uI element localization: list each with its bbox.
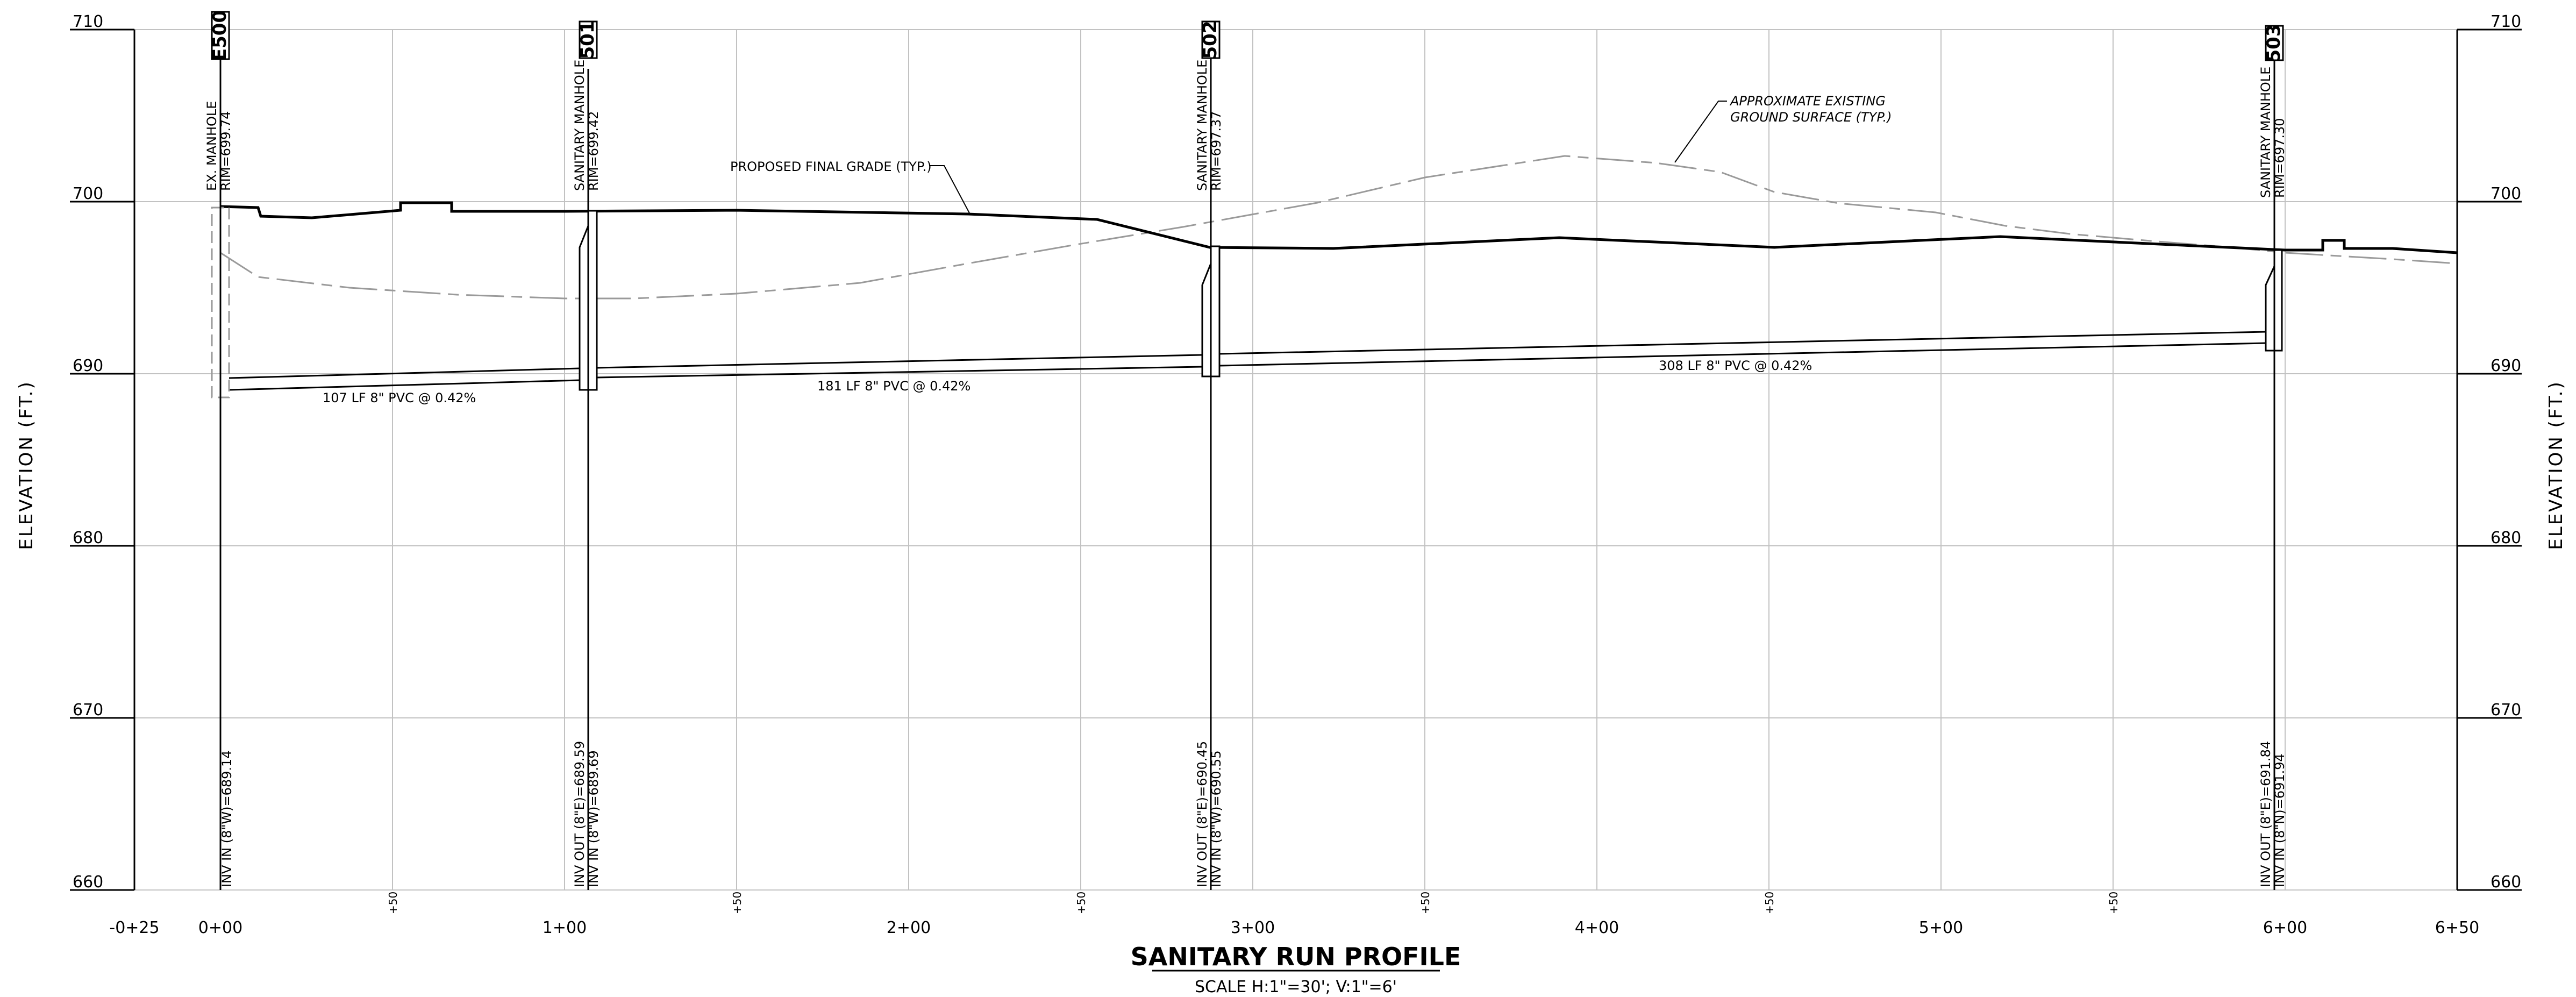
elevation-label: 710: [2491, 12, 2521, 31]
manhole-503-tag-box: [2265, 25, 2284, 61]
elevation-labels-left: 710 700 690 680 670 660: [73, 12, 103, 892]
half-station-label: +50: [731, 892, 744, 914]
station-label: 4+00: [1575, 918, 1619, 937]
station-label: 1+00: [543, 918, 587, 937]
page-title: SANITARY RUN PROFILE: [1131, 942, 1461, 971]
manhole-501-rim: RIM=699.42: [586, 111, 601, 191]
manhole-502-tag: 502: [1200, 21, 1221, 59]
manhole-503: 503 SANITARY MANHOLE RIM=697.30 INV OUT …: [2258, 24, 2287, 890]
half-station-labels: +50 +50 +50 +50 +50 +50: [387, 892, 2120, 914]
existing-ground-leader: [1674, 101, 1727, 163]
pipe-3-invert: [1219, 342, 2266, 367]
station-label: 6+00: [2263, 918, 2307, 937]
manhole-E500-inv: INV IN (8"W)=689.14: [219, 750, 234, 887]
station-label: 2+00: [887, 918, 931, 937]
manhole-E500: E500 EX. MANHOLE RIM=699.74 INV IN (8"W)…: [204, 10, 234, 890]
scale-text: SCALE H:1"=30'; V:1"=6': [1195, 978, 1397, 996]
axis-title-right: ELEVATION (FT.): [2545, 380, 2567, 550]
proposed-grade-leader: [929, 165, 971, 216]
elevation-label: 700: [2491, 184, 2521, 203]
frame: [70, 29, 2522, 891]
pipe-2-crown: [596, 354, 1203, 369]
elevation-label: 660: [73, 873, 103, 892]
manhole-501-inv-in: INV IN (8"W)=689.69: [586, 750, 601, 887]
pipe-3-label: 308 LF 8" PVC @ 0.42%: [1659, 358, 1812, 373]
half-station-label: +50: [1763, 892, 1776, 914]
manhole-502-rim: RIM=697.37: [1209, 111, 1224, 191]
manhole-502-inv-in: INV IN (8"W)=690.55: [1209, 750, 1224, 887]
axis-title-left: ELEVATION (FT.): [16, 380, 37, 550]
manhole-503-inv-out: INV OUT (8"E)=691.84: [2258, 741, 2273, 887]
pipe-1-label: 107 LF 8" PVC @ 0.42%: [323, 390, 476, 405]
half-station-label: +50: [1419, 892, 1432, 914]
elevation-labels-right: 710 700 690 680 670 660: [2491, 12, 2521, 892]
manhole-501-inv-out: INV OUT (8"E)=689.59: [572, 741, 587, 887]
proposed-grade-label: PROPOSED FINAL GRADE (TYP.): [730, 159, 932, 174]
manhole-503-tag: 503: [2263, 24, 2285, 62]
half-station-label: +50: [1075, 892, 1088, 914]
elevation-label: 710: [73, 12, 103, 31]
pipe-2-label: 181 LF 8" PVC @ 0.42%: [817, 379, 971, 394]
existing-ground-label-2: GROUND SURFACE (TYP.): [1730, 110, 1892, 125]
elevation-label: 680: [73, 529, 103, 547]
pipes: [229, 331, 2266, 391]
half-station-label: +50: [2107, 892, 2120, 914]
manhole-503-name: SANITARY MANHOLE: [2258, 67, 2273, 198]
manhole-501-name: SANITARY MANHOLE: [572, 60, 587, 191]
manhole-E500-name: EX. MANHOLE: [204, 101, 219, 191]
elevation-label: 700: [73, 184, 103, 203]
pipe-3-crown: [1219, 331, 2266, 355]
manhole-502: 502 SANITARY MANHOLE RIM=697.37 INV OUT …: [1195, 20, 1224, 890]
pipe-2-invert: [596, 366, 1203, 379]
station-label: 5+00: [1919, 918, 1963, 937]
elevation-label: 670: [73, 701, 103, 720]
station-label: 0+00: [198, 918, 242, 937]
manhole-E500-tag: E500: [209, 10, 231, 61]
station-label: 6+50: [2435, 918, 2479, 937]
existing-ground-line: [220, 155, 2458, 300]
grid: [134, 29, 2457, 891]
elevation-label: 690: [2491, 357, 2521, 375]
manhole-503-inv-in: INV IN (8"N)=691.94: [2272, 753, 2287, 887]
manhole-502-name: SANITARY MANHOLE: [1195, 60, 1210, 191]
manhole-E500-tag-box: [211, 11, 230, 60]
proposed-grade-line: [220, 201, 2458, 254]
elevation-label: 690: [73, 357, 103, 375]
station-labels: -0+25 0+00 1+00 2+00 3+00 4+00 5+00 6+00…: [109, 918, 2479, 937]
station-label: 3+00: [1231, 918, 1275, 937]
elevation-label: 660: [2491, 873, 2521, 892]
elevation-label: 670: [2491, 701, 2521, 720]
manhole-501-tag-box: [579, 20, 598, 59]
half-station-label: +50: [387, 892, 399, 914]
station-label: -0+25: [109, 918, 159, 937]
manhole-501: 501 SANITARY MANHOLE RIM=699.42 INV OUT …: [572, 20, 601, 890]
pipe-1-crown: [229, 367, 580, 379]
elevation-label: 680: [2491, 529, 2521, 547]
manhole-501-tag: 501: [577, 21, 598, 59]
manhole-502-tag-box: [1201, 20, 1221, 59]
manhole-E500-rim: RIM=699.74: [218, 111, 233, 191]
pipe-1-invert: [229, 379, 580, 391]
manhole-502-inv-out: INV OUT (8"E)=690.45: [1195, 741, 1210, 887]
manhole-503-rim: RIM=697.30: [2272, 118, 2287, 198]
existing-ground-label-1: APPROXIMATE EXISTING: [1729, 94, 1886, 109]
